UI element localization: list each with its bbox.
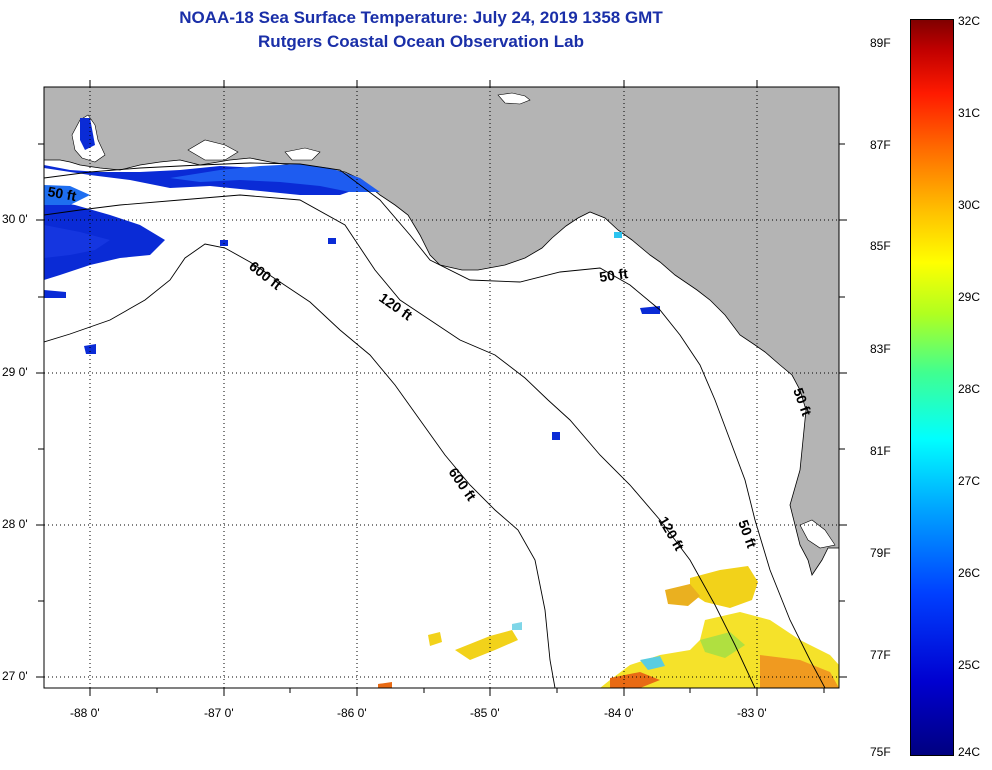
colorbar-c-label: 32C [958, 14, 981, 28]
lat-label: 29 0' [2, 365, 28, 379]
contour-label: 50 ft [598, 265, 629, 285]
map-title: NOAA-18 Sea Surface Temperature: July 24… [179, 8, 663, 27]
bay [187, 139, 239, 161]
graticule [44, 87, 839, 688]
lat-label: 30 0' [2, 212, 28, 226]
colorbar-f-label: 85F [870, 239, 891, 253]
colorbar-c-label: 27C [958, 474, 981, 488]
lat-label: 28 0' [2, 517, 28, 531]
lon-label: -85 0' [470, 706, 500, 720]
sst-pixels-warm [378, 566, 839, 688]
map-subtitle: Rutgers Coastal Ocean Observation Lab [258, 32, 584, 51]
colorbar-c-label: 31C [958, 106, 981, 120]
bay [799, 519, 836, 549]
colorbar-c-label: 26C [958, 566, 981, 580]
bay [497, 92, 531, 105]
sst-pixels-cool [44, 118, 660, 440]
contour-120ft [44, 194, 756, 688]
colorbar-c-label: 28C [958, 382, 981, 396]
contour-50ft [44, 162, 826, 688]
temperature-colorbar [910, 19, 954, 756]
colorbar-f-label: 77F [870, 648, 891, 662]
colorbar-f-label: 87F [870, 138, 891, 152]
contour-600ft [44, 243, 556, 688]
lon-label: -86 0' [337, 706, 367, 720]
depth-contours [44, 162, 826, 688]
frame-ticks [36, 80, 847, 696]
colorbar-c-label: 24C [958, 745, 981, 759]
colorbar-f-label: 75F [870, 745, 891, 759]
land-mass [44, 87, 839, 576]
lat-label: 27 0' [2, 669, 28, 683]
lon-label: -83 0' [737, 706, 767, 720]
bay [284, 147, 321, 161]
colorbar-c-label: 29C [958, 290, 981, 304]
colorbar-f-label: 79F [870, 546, 891, 560]
colorbar-c-label: 25C [958, 658, 981, 672]
map-frame [43, 86, 840, 689]
lon-label: -84 0' [604, 706, 634, 720]
lon-label: -87 0' [204, 706, 234, 720]
contour-label: 50 ft [46, 183, 77, 204]
lon-label: -88 0' [70, 706, 100, 720]
colorbar-f-label: 89F [870, 36, 891, 50]
colorbar-f-label: 81F [870, 444, 891, 458]
colorbar-c-label: 30C [958, 198, 981, 212]
colorbar-f-label: 83F [870, 342, 891, 356]
